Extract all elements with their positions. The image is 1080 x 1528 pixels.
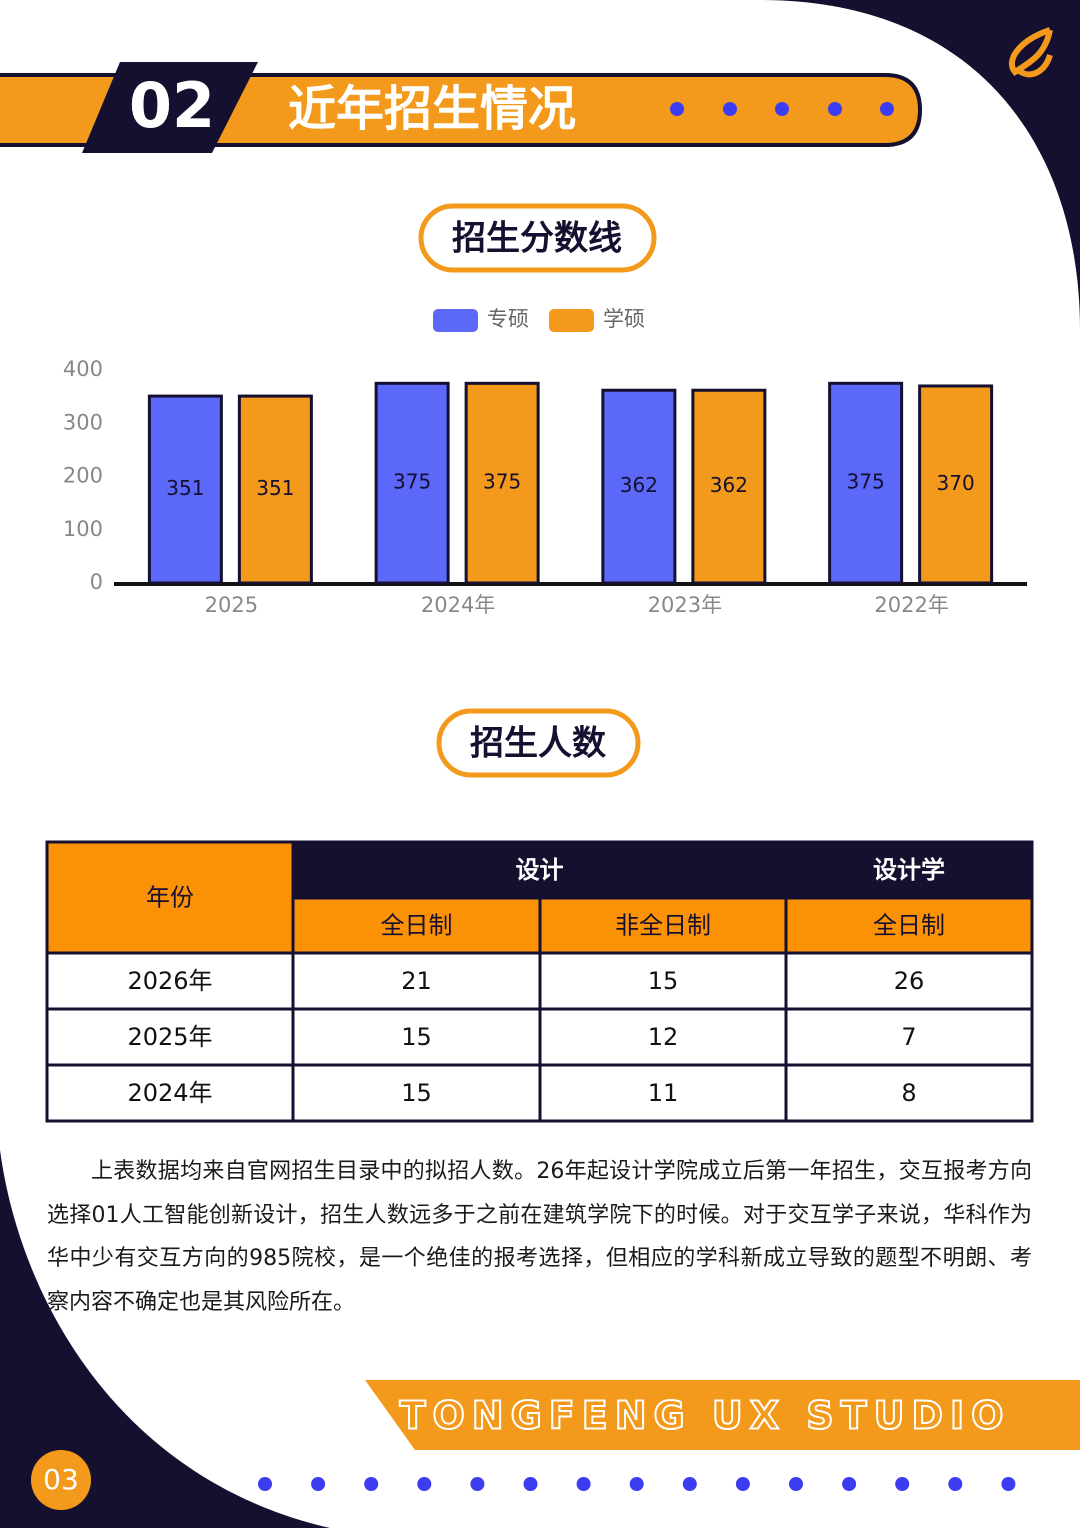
dot [842, 1477, 857, 1491]
table-cell [291, 896, 542, 955]
dot [258, 1477, 272, 1491]
table-cell [45, 1063, 295, 1123]
bar-label: 375 [847, 470, 885, 494]
header-dots [670, 102, 894, 116]
table-text: 21 [401, 967, 432, 995]
dot [576, 1477, 591, 1491]
chart-title-pill [418, 203, 657, 273]
footer-brand: TONGFENG UX STUDIO [400, 1394, 1011, 1438]
dot [1001, 1477, 1016, 1491]
table-text: 2024年 [127, 1079, 212, 1107]
table-cell [538, 896, 788, 955]
header-title: 近年招生情况 [288, 81, 576, 137]
table-text: 15 [401, 1023, 432, 1051]
dot [364, 1477, 379, 1491]
table-cell [45, 840, 295, 955]
table-cell [784, 951, 1034, 1011]
bar [237, 394, 313, 585]
table-text: 26 [894, 967, 925, 995]
y-tick-label: 300 [63, 410, 103, 434]
table-cell [538, 1007, 788, 1067]
dot [629, 1477, 644, 1491]
table-cell [784, 840, 1034, 900]
bar [464, 381, 540, 585]
table-text: 非全日制 [615, 912, 711, 940]
table-cell [784, 1063, 1034, 1123]
chart-title: 招生分数线 [452, 219, 622, 259]
table-text: 15 [648, 967, 679, 995]
bar [828, 381, 904, 585]
y-tick-label: 100 [63, 517, 103, 541]
legend-swatch [549, 309, 594, 332]
legend-label: 专硕 [487, 307, 529, 331]
table-text: 全日制 [873, 912, 945, 940]
x-tick-label: 2024年 [421, 593, 495, 617]
table-cell [538, 1063, 788, 1123]
table-title-pill [436, 708, 641, 778]
table-text: 全日制 [381, 912, 453, 940]
header-number: 02 [129, 69, 215, 142]
bar-label: 362 [710, 473, 748, 497]
y-tick-label: 400 [63, 357, 103, 381]
table-text: 设计 [516, 856, 564, 884]
logo [1008, 27, 1053, 78]
dot [417, 1477, 432, 1491]
table-text: 2025年 [127, 1023, 212, 1051]
legend-swatch [433, 309, 478, 332]
x-tick-label: 2022年 [874, 593, 948, 617]
table-title: 招生人数 [470, 724, 606, 764]
table-text: 年份 [146, 884, 194, 912]
table-text: 15 [401, 1079, 432, 1107]
table-text: 11 [648, 1079, 679, 1107]
bar-label: 375 [483, 470, 521, 494]
footer-band [365, 1380, 1080, 1450]
header-tab [82, 62, 258, 153]
dot [735, 1477, 750, 1491]
bar-label: 351 [256, 476, 294, 500]
table-text: 12 [648, 1023, 679, 1051]
table-text: 7 [901, 1023, 916, 1051]
table-cell [784, 896, 1034, 955]
dot [311, 1477, 326, 1491]
y-tick-label: 0 [90, 570, 103, 594]
bar [601, 388, 677, 585]
footer-dots [258, 1477, 1016, 1491]
dot [523, 1477, 538, 1491]
bar-label: 370 [937, 471, 975, 495]
table-text: 8 [901, 1079, 916, 1107]
page-badge [31, 1450, 91, 1510]
x-tick-label: 2023年 [648, 593, 722, 617]
x-tick-label: 2025 [205, 593, 258, 617]
table-cell [291, 1063, 542, 1123]
y-tick-label: 200 [63, 464, 103, 488]
bar-label: 362 [620, 473, 658, 497]
table-cell [45, 1007, 295, 1067]
dot [948, 1477, 963, 1491]
page-number: 03 [43, 1463, 79, 1496]
bar-label: 375 [393, 470, 431, 494]
table-text: 2026年 [127, 967, 212, 995]
dot [682, 1477, 697, 1491]
legend-label: 学硕 [603, 307, 645, 331]
bar [918, 384, 994, 585]
bar [691, 388, 767, 585]
table-cell [291, 951, 542, 1011]
bar [374, 381, 450, 585]
dot [895, 1477, 910, 1491]
bar [147, 394, 223, 585]
bar-label: 351 [166, 476, 204, 500]
table-text: 设计学 [873, 856, 945, 884]
paragraph: 上表数据均来自官网招生目录中的拟招人数。26年起设计学院成立后第一年招生，交互报… [47, 1159, 1032, 1315]
dot [789, 1477, 803, 1491]
dot [470, 1477, 485, 1491]
